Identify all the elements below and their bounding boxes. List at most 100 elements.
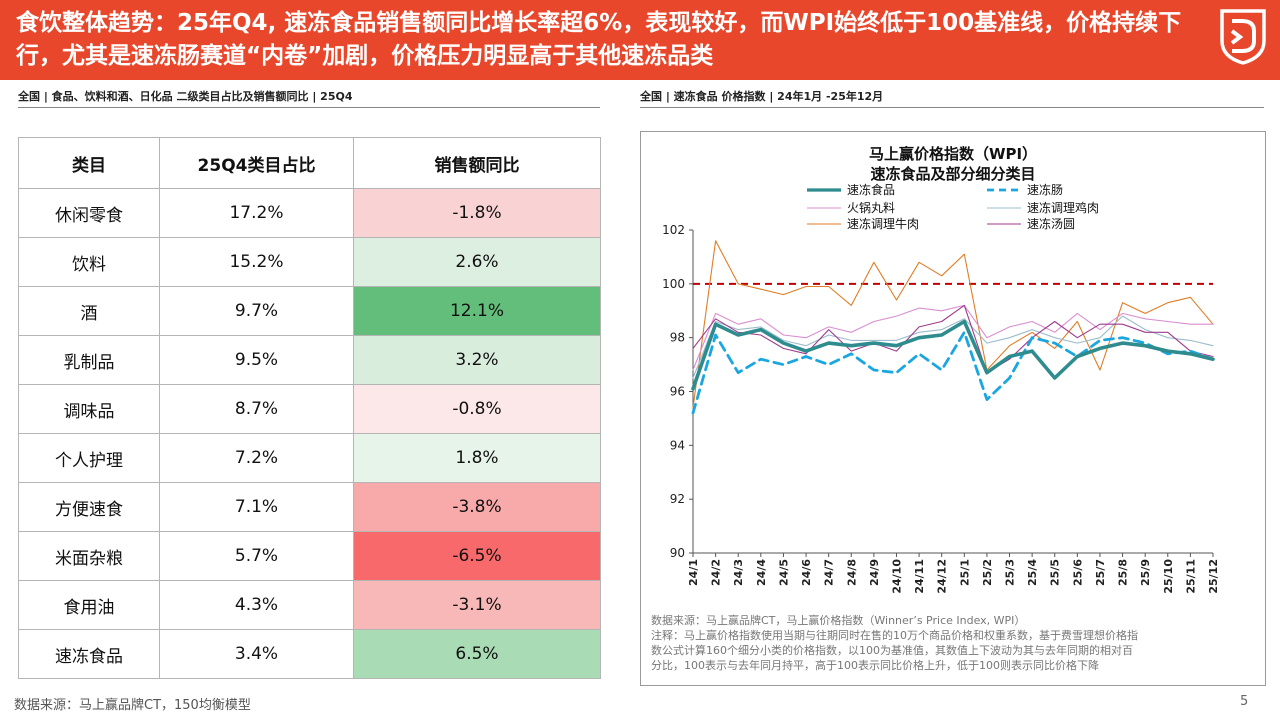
table-row: 乳制品 9.5% 3.2% [18, 335, 601, 385]
x-tick-label: 25/7 [1094, 559, 1107, 586]
share-cell: 9.7% [159, 286, 354, 336]
x-tick-label: 24/8 [845, 559, 858, 586]
left-divider [18, 107, 600, 108]
x-tick-label: 25/4 [1026, 559, 1039, 586]
x-tick-label: 25/10 [1162, 559, 1175, 594]
legend-label: 速冻食品 [847, 182, 895, 197]
chart-note: 注释：马上赢价格指数使用当期与往期同时在售的10万个商品价格和权重系数，基于费雪… [651, 628, 1138, 642]
legend-label: 速冻调理鸡肉 [1027, 200, 1099, 215]
x-tick-label: 24/10 [890, 559, 903, 594]
x-tick-label: 25/11 [1184, 559, 1197, 594]
table-row: 方便速食 7.1% -3.8% [18, 482, 601, 532]
category-cell: 酒 [18, 286, 160, 336]
left-subtitle: 全国 | 食品、饮料和酒、日化品 二级类目占比及销售额同比 | 25Q4 [18, 90, 353, 103]
x-tick-label: 25/8 [1117, 559, 1130, 586]
table-row: 速冻食品 3.4% 6.5% [18, 629, 601, 679]
x-tick-label: 24/9 [868, 559, 881, 586]
page-title: 食饮整体趋势：25年Q4, 速冻食品销售额同比增长率超6%，表现较好，而WPI始… [16, 10, 1182, 69]
y-tick-label: 102 [662, 223, 685, 237]
chart-title: 马上赢价格指数（WPI） [869, 145, 1037, 163]
share-cell: 8.7% [159, 384, 354, 434]
legend-label: 速冻肠 [1027, 182, 1063, 197]
x-tick-label: 24/12 [936, 559, 949, 594]
category-cell: 食用油 [18, 580, 160, 630]
chart-note: 数公式计算160个细分小类的价格指数，以100为基准值，其数值上下波动为其与去年… [651, 643, 1133, 657]
chart-note: 分比，100表示与去年同月持平，高于100表示同比价格上升，低于100则表示同比… [651, 658, 1099, 672]
header-share: 25Q4类目占比 [159, 137, 354, 189]
y-tick-label: 100 [662, 277, 685, 291]
shield-logo-icon [1220, 9, 1266, 65]
share-cell: 15.2% [159, 237, 354, 287]
share-cell: 7.2% [159, 433, 354, 483]
yoy-cell: 2.6% [353, 237, 601, 287]
table-row: 休闲零食 17.2% -1.8% [18, 188, 601, 238]
series-line-4 [692, 315, 1214, 379]
series-line-2 [691, 330, 1215, 415]
table-header-row: 类目 25Q4类目占比 销售额同比 [18, 137, 601, 189]
chart-title: 速冻食品及部分细分类目 [870, 165, 1035, 183]
x-tick-label: 25/12 [1207, 559, 1220, 594]
category-cell: 个人护理 [18, 433, 160, 483]
y-tick-label: 94 [670, 438, 685, 452]
chart-panel: 马上赢价格指数（WPI） 速冻食品及部分细分类目 速冻食品 速冻肠火锅丸料 速冻调理鸡肉… [640, 131, 1266, 686]
yoy-cell: -6.5% [353, 531, 601, 581]
category-cell: 方便速食 [18, 482, 160, 532]
yoy-cell: 12.1% [353, 286, 601, 336]
yoy-cell: 3.2% [353, 335, 601, 385]
x-tick-label: 24/6 [800, 559, 813, 586]
x-tick-label: 24/3 [732, 559, 745, 586]
x-tick-label: 24/11 [913, 559, 926, 594]
legend-label: 火锅丸料 [847, 200, 895, 215]
table-row: 食用油 4.3% -3.1% [18, 580, 601, 630]
right-divider [640, 107, 1264, 108]
right-subtitle: 全国 | 速冻食品 价格指数 | 24年1月 -25年12月 [640, 90, 884, 103]
x-tick-label: 25/3 [1004, 559, 1017, 586]
x-tick-label: 24/1 [687, 559, 700, 586]
share-cell: 3.4% [159, 629, 354, 679]
x-tick-label: 25/5 [1049, 559, 1062, 586]
share-cell: 5.7% [159, 531, 354, 581]
y-tick-label: 90 [670, 546, 685, 560]
footer-source: 数据来源：马上赢品牌CT，150均衡模型 [14, 698, 251, 713]
x-tick-label: 25/2 [981, 559, 994, 586]
y-tick-label: 98 [670, 331, 685, 345]
share-cell: 7.1% [159, 482, 354, 532]
y-tick-label: 92 [670, 492, 685, 506]
x-tick-label: 24/4 [755, 559, 768, 586]
series-line-5 [692, 240, 1214, 409]
x-tick-label: 24/2 [710, 559, 723, 586]
yoy-cell: -3.1% [353, 580, 601, 630]
category-cell: 调味品 [18, 384, 160, 434]
series-line-3 [692, 304, 1214, 371]
table-row: 饮料 15.2% 2.6% [18, 237, 601, 287]
category-cell: 米面杂粮 [18, 531, 160, 581]
x-tick-label: 25/6 [1071, 559, 1084, 586]
table-row: 酒 9.7% 12.1% [18, 286, 601, 336]
header-yoy: 销售额同比 [353, 137, 601, 189]
category-table: 类目 25Q4类目占比 销售额同比 休闲零食 17.2% -1.8% 饮料 15.2% 2… [18, 137, 601, 679]
title-banner: 食饮整体趋势：25年Q4, 速冻食品销售额同比增长率超6%，表现较好，而WPI始… [0, 0, 1280, 80]
share-cell: 4.3% [159, 580, 354, 630]
table-row: 米面杂粮 5.7% -6.5% [18, 531, 601, 581]
yoy-cell: -1.8% [353, 188, 601, 238]
series-line-1 [691, 319, 1215, 391]
legend-label: 速冻调理牛肉 [847, 216, 919, 231]
table-row: 个人护理 7.2% 1.8% [18, 433, 601, 483]
y-tick-label: 96 [670, 385, 685, 399]
header-category: 类目 [18, 137, 160, 189]
x-tick-label: 25/9 [1139, 559, 1152, 586]
table-row: 调味品 8.7% -0.8% [18, 384, 601, 434]
chart-note: 数据来源：马上赢品牌CT，马上赢价格指数（Winner’s Price Inde… [651, 613, 1025, 627]
share-cell: 9.5% [159, 335, 354, 385]
yoy-cell: 6.5% [353, 629, 601, 679]
yoy-cell: -3.8% [353, 482, 601, 532]
x-tick-label: 24/7 [823, 559, 836, 586]
page-number: 5 [1240, 694, 1249, 709]
share-cell: 17.2% [159, 188, 354, 238]
category-cell: 速冻食品 [18, 629, 160, 679]
yoy-cell: -0.8% [353, 384, 601, 434]
category-cell: 饮料 [18, 237, 160, 287]
legend-label: 速冻汤圆 [1027, 216, 1075, 231]
series-line-6 [692, 304, 1214, 374]
